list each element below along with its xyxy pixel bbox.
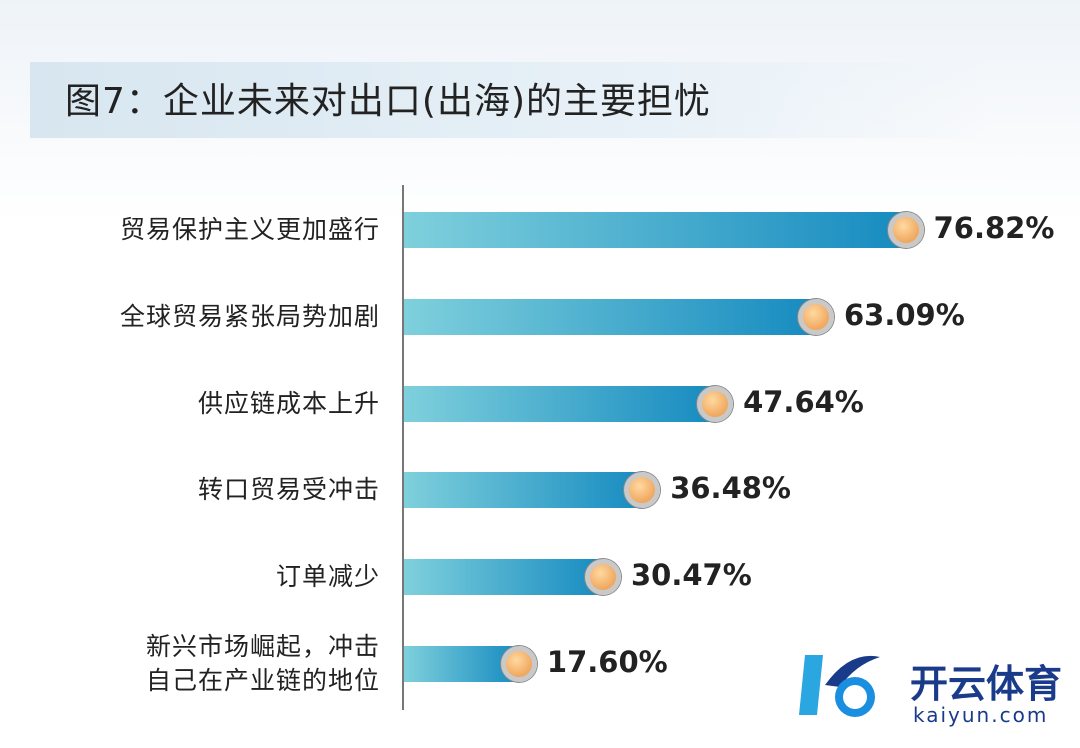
y-tick-label: 供应链成本上升 xyxy=(197,388,380,418)
data-label: 76.82% xyxy=(933,211,1055,245)
data-label: 47.64% xyxy=(743,384,864,419)
data-label: 17.60% xyxy=(546,645,668,679)
y-tick-label: 新兴市场崛起，冲击自己在产业链的地位 xyxy=(145,632,380,695)
data-label: 30.47% xyxy=(630,558,752,593)
watermark-brand: 开云体育 xyxy=(910,662,1063,706)
bar xyxy=(404,472,643,509)
bar-marker xyxy=(797,298,834,335)
bar-marker xyxy=(584,559,621,596)
y-tick-label: 转口贸易受冲击 xyxy=(197,475,380,505)
bar xyxy=(404,559,603,596)
data-label: 36.48% xyxy=(670,471,791,506)
y-tick-label: 全球贸易紧张局势加剧 xyxy=(119,301,380,331)
bar xyxy=(404,298,816,335)
chart-title: 图7：企业未来对出口(出海)的主要担忧 xyxy=(65,81,711,122)
bar xyxy=(404,646,519,682)
data-label: 63.09% xyxy=(843,297,965,332)
bar-marker xyxy=(624,472,661,509)
bar xyxy=(404,385,716,422)
watermark-url: kaiyun.com xyxy=(913,703,1049,727)
axis-line xyxy=(402,185,404,710)
bar-marker xyxy=(500,646,537,682)
watermark-logo xyxy=(799,655,880,717)
bar xyxy=(404,212,906,248)
bar-marker xyxy=(887,212,924,248)
bar-marker xyxy=(697,385,734,422)
y-tick-label: 贸易保护主义更加盛行 xyxy=(119,215,380,244)
y-tick-label: 订单减少 xyxy=(275,562,380,592)
title-band xyxy=(30,62,990,138)
